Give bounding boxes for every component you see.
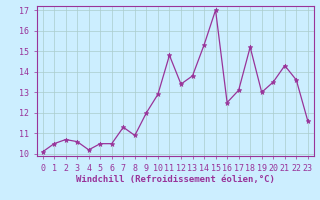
X-axis label: Windchill (Refroidissement éolien,°C): Windchill (Refroidissement éolien,°C) (76, 175, 275, 184)
